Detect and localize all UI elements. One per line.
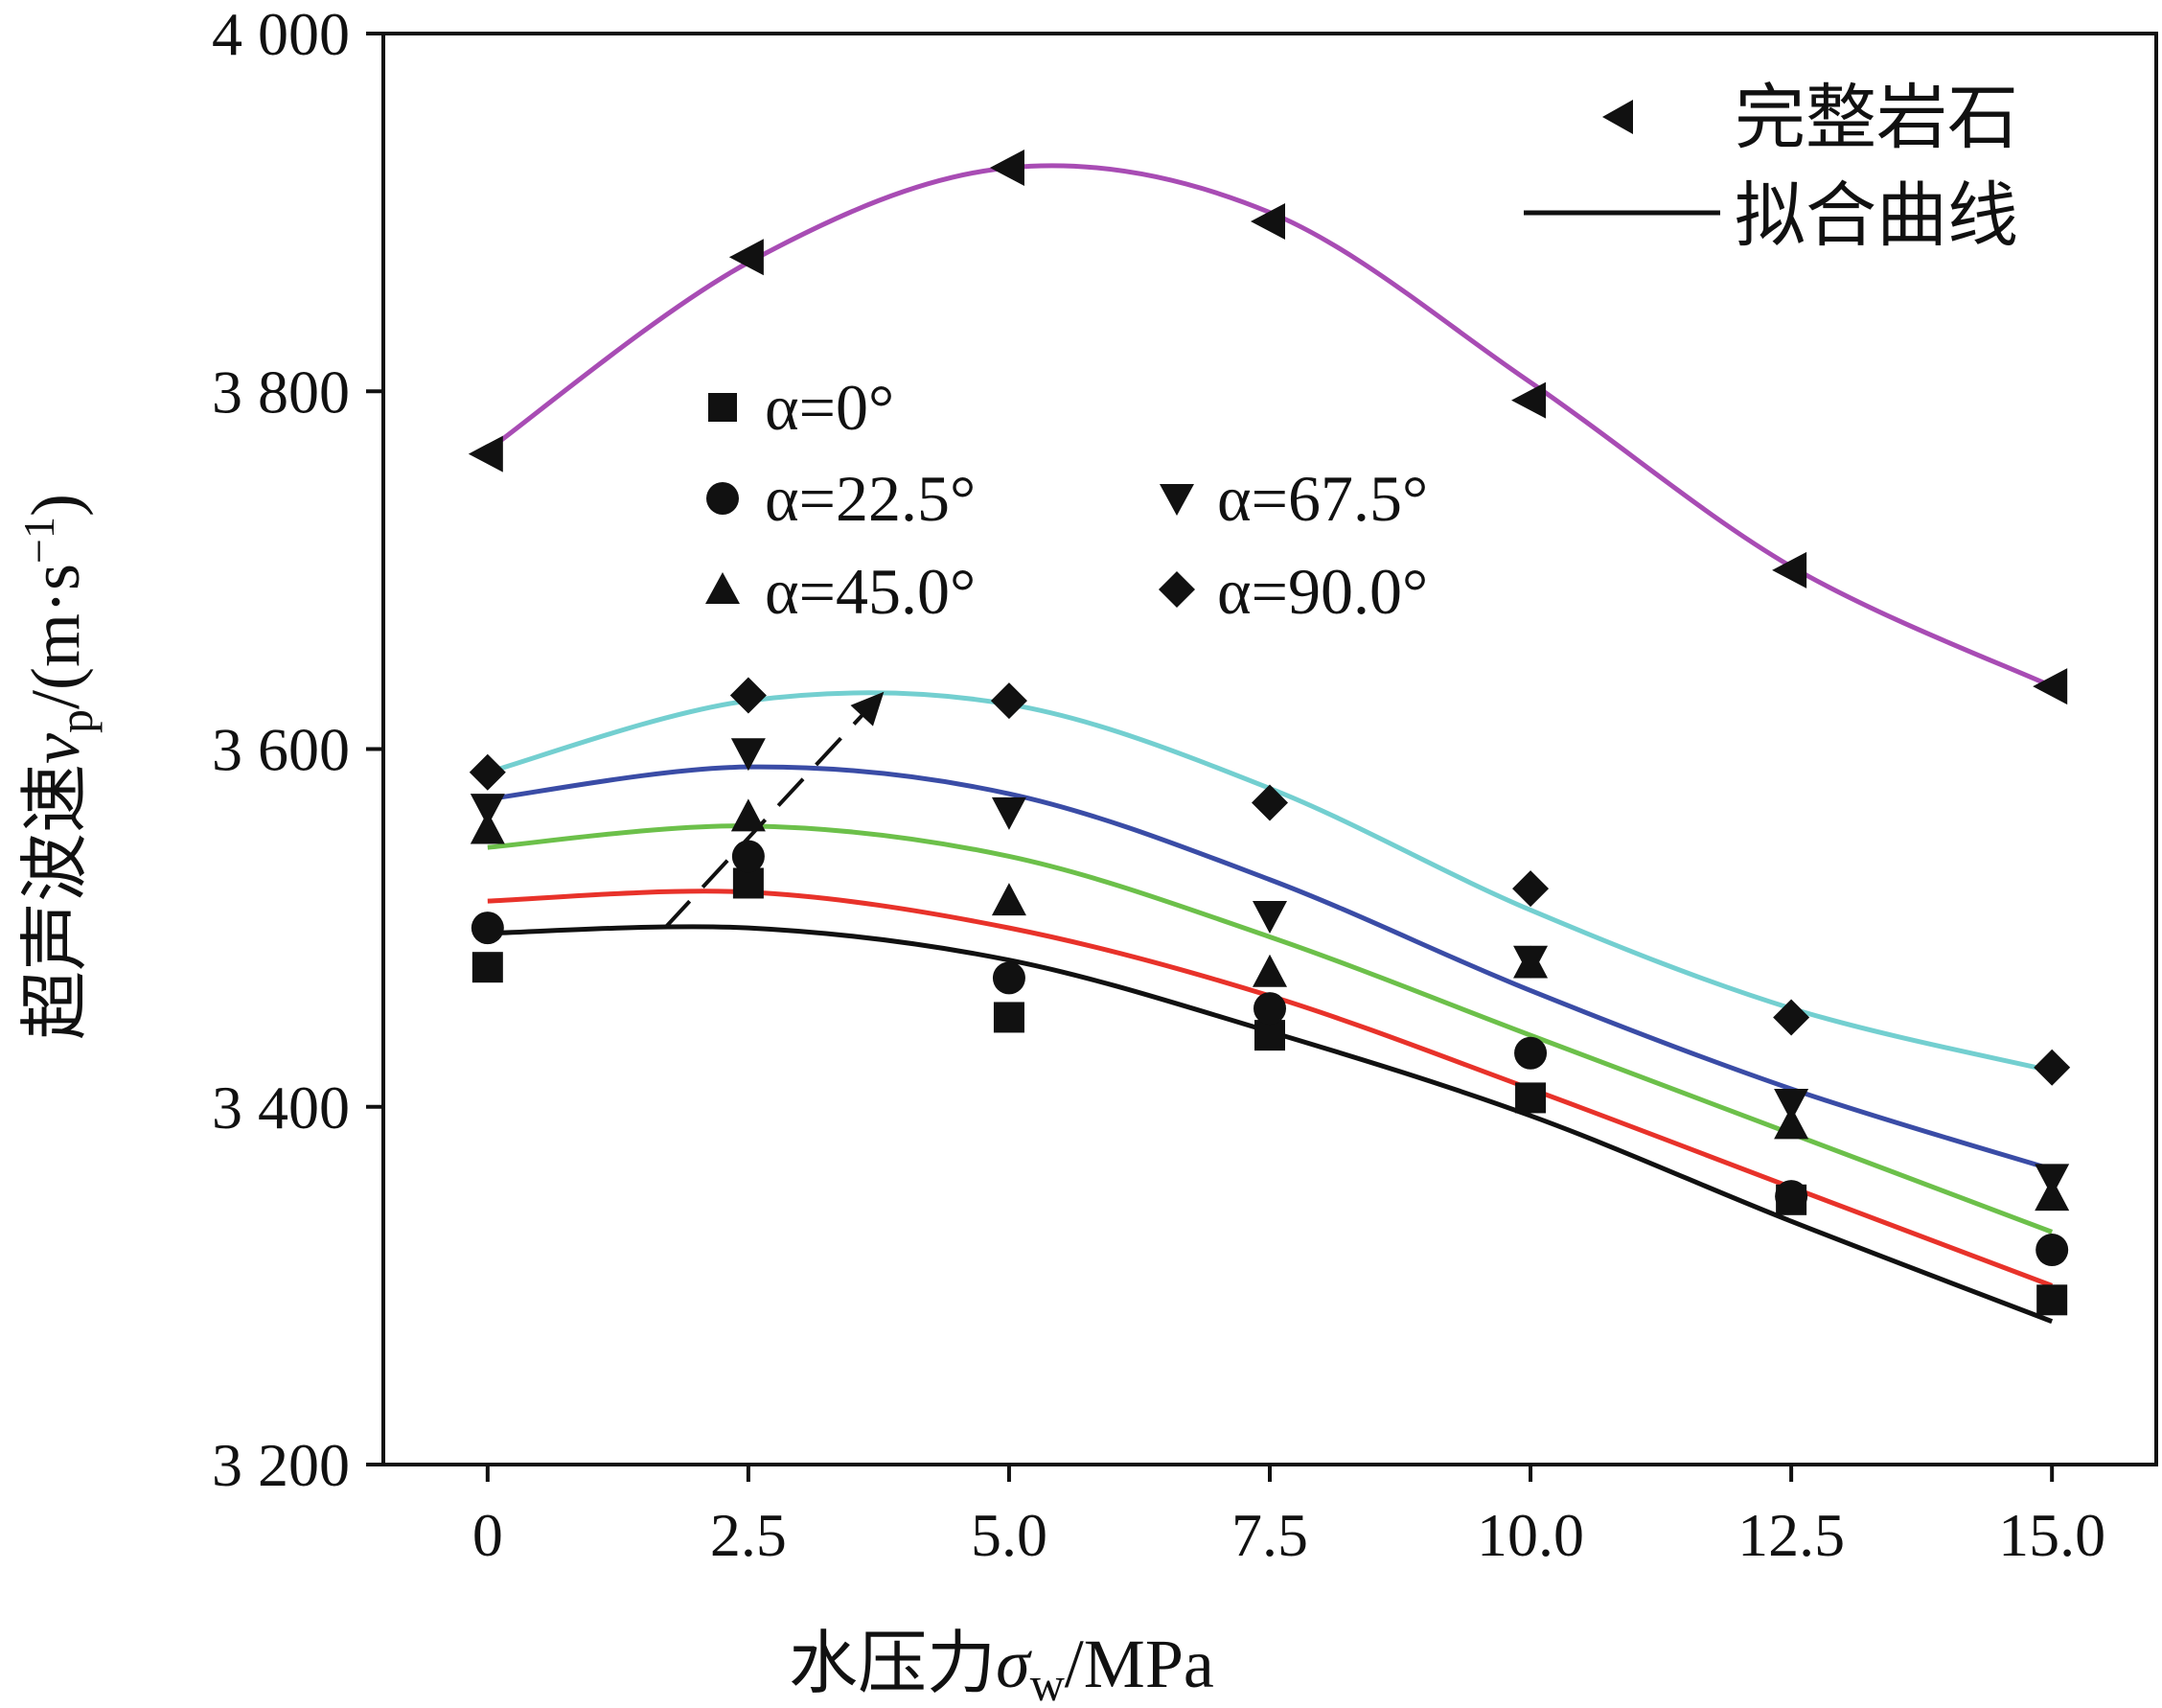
data-point-s4-3 — [1252, 784, 1288, 821]
data-point-s2-0 — [470, 811, 505, 844]
legend-label-alpha-22-5: α=22.5° — [765, 462, 976, 535]
x-tick-label: 7.5 — [1231, 1501, 1308, 1569]
data-point-s5-5 — [1772, 551, 1807, 589]
data-point-s5-0 — [468, 435, 503, 473]
data-point-s1-1 — [731, 840, 765, 873]
legend-label-alpha-90: α=90.0° — [1217, 555, 1428, 628]
legend-marker-alpha-22-5 — [706, 482, 739, 515]
y-tick-label: 3 800 — [212, 358, 350, 426]
fit-curve-1 — [487, 889, 2054, 1288]
data-point-s2-2 — [991, 883, 1026, 916]
data-point-s1-6 — [2036, 1234, 2069, 1267]
data-point-s5-1 — [728, 239, 764, 276]
data-point-s4-6 — [2034, 1049, 2071, 1086]
legend-label-fit-curve: 拟合曲线 — [1735, 174, 2018, 257]
legend-top-right: 完整岩石 拟合曲线 — [1524, 77, 2018, 257]
data-point-s5-2 — [989, 149, 1024, 186]
legend-label-intact-rock: 完整岩石 — [1735, 77, 2018, 159]
x-tick-label: 10.0 — [1477, 1501, 1584, 1569]
data-point-s1-5 — [1775, 1180, 1808, 1213]
data-point-s0-6 — [2036, 1284, 2068, 1316]
x-tick-label: 2.5 — [710, 1501, 787, 1569]
data-point-s0-4 — [1515, 1082, 1547, 1114]
data-point-s4-1 — [729, 677, 767, 714]
legend-marker-alpha-67-5 — [1160, 484, 1194, 516]
data-point-s3-2 — [991, 796, 1026, 830]
y-axis-title: 超声波速vp/(m·s−1) — [14, 494, 103, 1040]
data-point-s0-2 — [993, 1002, 1024, 1033]
x-tick-label: 15.0 — [1998, 1501, 2105, 1569]
data-point-s3-1 — [730, 738, 766, 772]
data-point-s0-3 — [1254, 1020, 1285, 1051]
legend-marker-alpha-0 — [708, 393, 737, 422]
data-point-s3-3 — [1253, 901, 1287, 935]
data-point-s0-1 — [732, 867, 764, 899]
data-point-s2-1 — [730, 798, 766, 832]
data-point-s4-5 — [1773, 999, 1810, 1036]
data-point-s1-0 — [471, 912, 504, 945]
trend-arrow-head — [850, 691, 885, 727]
axis-ticks: 0 2.5 5.0 7.5 10.0 12.5 15.0 3 200 3 400 3 600 3 8… — [212, 0, 2105, 1569]
x-tick-label: 12.5 — [1737, 1501, 1845, 1569]
y-tick-label: 3 400 — [212, 1073, 350, 1142]
legend-angles: α=0° α=22.5° α=45.0° α=67.5° α=90.0° — [705, 371, 1428, 628]
data-point-s3-5 — [1774, 1089, 1809, 1122]
data-point-s3-6 — [2035, 1164, 2070, 1197]
data-point-s5-4 — [1511, 381, 1547, 419]
x-axis-title: 水压力σw/MPa — [789, 1623, 1214, 1708]
y-tick-label: 3 600 — [212, 716, 350, 784]
data-point-s1-3 — [1254, 992, 1286, 1026]
legend-marker-intact-rock — [1602, 100, 1633, 134]
legend-marker-alpha-90 — [1159, 571, 1195, 608]
data-point-s3-0 — [470, 794, 505, 827]
fit-curves — [486, 163, 2054, 1325]
data-point-s2-5 — [1774, 1106, 1809, 1140]
data-point-s0-0 — [472, 952, 503, 983]
x-tick-label: 0 — [472, 1501, 503, 1569]
data-point-s4-4 — [1512, 870, 1550, 908]
legend-label-alpha-45: α=45.0° — [765, 555, 976, 628]
y-tick-label: 3 200 — [212, 1431, 350, 1499]
data-point-s2-3 — [1253, 954, 1287, 987]
data-point-s4-2 — [990, 682, 1027, 720]
data-point-s1-2 — [992, 961, 1025, 995]
trend-arrow — [663, 690, 886, 930]
legend-label-alpha-67-5: α=67.5° — [1217, 462, 1428, 535]
x-tick-label: 5.0 — [971, 1501, 1047, 1569]
data-point-s1-4 — [1514, 1036, 1548, 1070]
legend-marker-alpha-45 — [705, 572, 740, 604]
data-point-s3-4 — [1513, 945, 1549, 979]
data-point-s5-6 — [2033, 668, 2068, 705]
data-point-s4-0 — [469, 753, 506, 791]
y-tick-label: 4 000 — [212, 0, 350, 68]
data-point-s5-3 — [1251, 202, 1285, 240]
data-markers — [468, 149, 2071, 1316]
legend-label-alpha-0: α=0° — [765, 371, 894, 444]
